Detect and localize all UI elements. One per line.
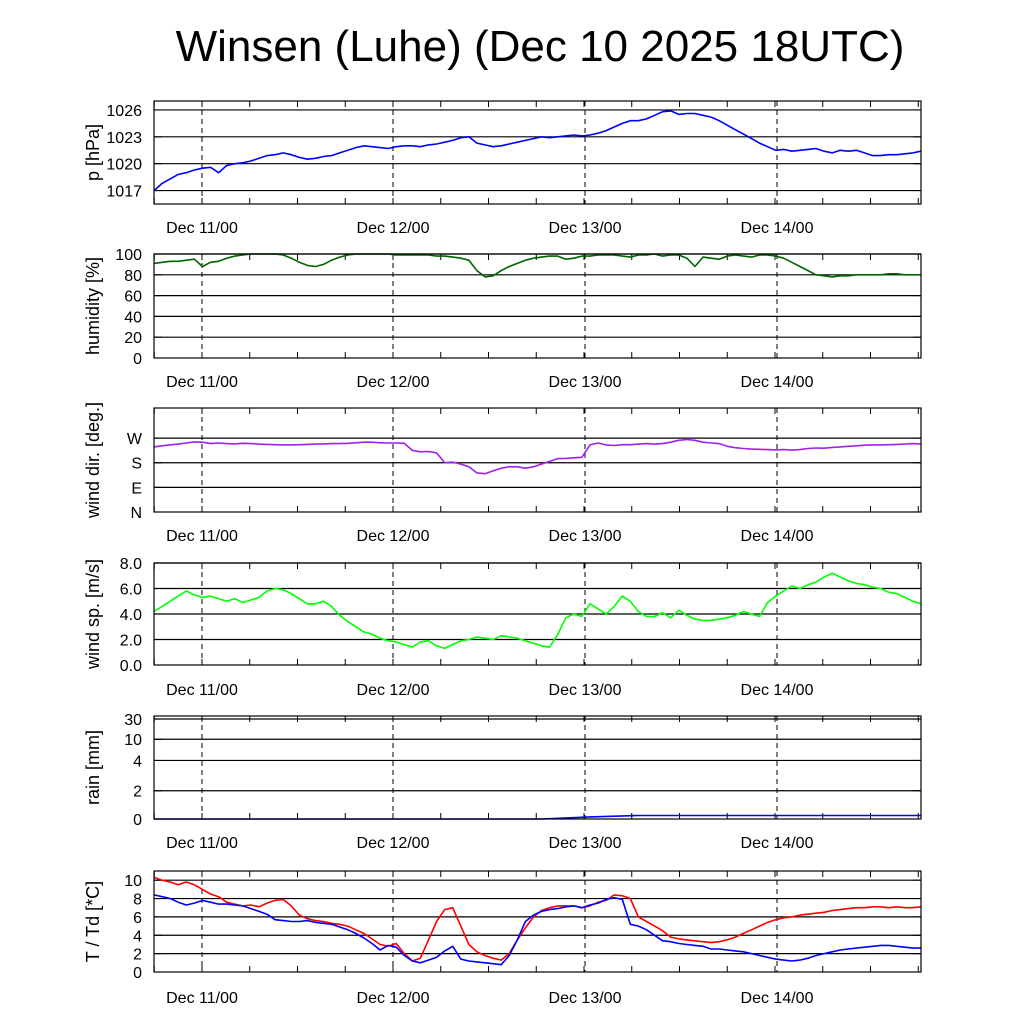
x-tick-label-temperature: Dec 12/00 bbox=[357, 990, 430, 1007]
chart-title: Winsen (Luhe) (Dec 10 2025 18UTC) bbox=[175, 22, 905, 71]
series-line-temperature-t bbox=[153, 876, 922, 962]
series-line-wind_speed-wind-speed bbox=[153, 572, 922, 650]
x-tick-label-pressure: Dec 13/00 bbox=[549, 220, 622, 237]
x-tick-label-wind_speed: Dec 11/00 bbox=[166, 682, 238, 699]
y-tick-label-wind_dir: W bbox=[127, 431, 143, 448]
x-tick-label-rain: Dec 11/00 bbox=[166, 835, 238, 852]
y-tick-label-humidity: 80 bbox=[124, 268, 142, 285]
x-tick-label-rain: Dec 14/00 bbox=[741, 835, 814, 852]
x-tick-label-rain: Dec 13/00 bbox=[549, 835, 622, 852]
series-line-temperature-td bbox=[153, 894, 921, 966]
y-tick-label-temperature: 4 bbox=[133, 928, 142, 945]
y-axis-label-wind_dir: wind dir. [deg.] bbox=[83, 402, 103, 519]
x-tick-label-pressure: Dec 11/00 bbox=[166, 220, 238, 237]
y-tick-label-temperature: 0 bbox=[133, 965, 142, 982]
y-tick-label-temperature: 6 bbox=[133, 910, 142, 927]
y-tick-label-wind_dir: S bbox=[131, 456, 142, 473]
y-tick-label-temperature: 8 bbox=[133, 892, 142, 909]
y-tick-label-wind_speed: 8.0 bbox=[120, 556, 142, 573]
x-tick-label-wind_speed: Dec 14/00 bbox=[741, 682, 814, 699]
y-tick-label-temperature: 10 bbox=[124, 873, 142, 890]
y-axis-label-humidity: humidity [%] bbox=[83, 257, 103, 355]
x-tick-label-rain: Dec 12/00 bbox=[357, 835, 430, 852]
x-tick-label-humidity: Dec 11/00 bbox=[166, 374, 238, 391]
y-tick-label-pressure: 1026 bbox=[106, 103, 142, 120]
y-axis-label-wind_speed: wind sp. [m/s] bbox=[83, 559, 103, 670]
x-tick-label-wind_dir: Dec 13/00 bbox=[549, 528, 622, 545]
y-tick-label-rain: 30 bbox=[124, 712, 142, 729]
y-tick-label-rain: 0 bbox=[133, 812, 142, 829]
x-tick-label-wind_dir: Dec 14/00 bbox=[741, 528, 814, 545]
y-tick-label-wind_speed: 2.0 bbox=[120, 633, 142, 650]
x-tick-label-wind_speed: Dec 13/00 bbox=[549, 682, 622, 699]
y-tick-label-wind_dir: N bbox=[130, 505, 142, 522]
y-tick-label-humidity: 60 bbox=[124, 289, 142, 306]
panel-frame-humidity bbox=[153, 253, 922, 359]
y-tick-label-wind_speed: 0.0 bbox=[120, 658, 142, 675]
panel-frame-temperature bbox=[153, 870, 922, 973]
series-line-wind_dir-wind-direction bbox=[153, 438, 922, 475]
x-tick-label-temperature: Dec 13/00 bbox=[549, 990, 622, 1007]
x-tick-label-wind_speed: Dec 12/00 bbox=[357, 682, 430, 699]
x-tick-label-pressure: Dec 12/00 bbox=[357, 220, 430, 237]
panel-frame-rain bbox=[153, 715, 922, 820]
y-tick-label-rain: 10 bbox=[124, 732, 142, 749]
y-tick-label-temperature: 2 bbox=[133, 947, 142, 964]
x-tick-label-wind_dir: Dec 11/00 bbox=[166, 528, 238, 545]
y-tick-label-pressure: 1020 bbox=[106, 157, 142, 174]
y-tick-label-wind_speed: 4.0 bbox=[120, 607, 142, 624]
y-tick-label-wind_speed: 6.0 bbox=[120, 582, 142, 599]
x-tick-label-humidity: Dec 14/00 bbox=[741, 374, 814, 391]
y-tick-label-pressure: 1017 bbox=[106, 184, 142, 201]
panel-frame-pressure bbox=[153, 100, 922, 205]
series-line-humidity-humidity bbox=[153, 253, 921, 278]
y-tick-label-humidity: 0 bbox=[133, 351, 142, 368]
x-tick-label-humidity: Dec 12/00 bbox=[357, 374, 430, 391]
x-tick-label-pressure: Dec 14/00 bbox=[741, 220, 814, 237]
x-tick-label-wind_dir: Dec 12/00 bbox=[357, 528, 430, 545]
y-tick-label-humidity: 20 bbox=[124, 330, 142, 347]
x-tick-label-humidity: Dec 13/00 bbox=[549, 374, 622, 391]
y-tick-label-rain: 4 bbox=[133, 753, 142, 770]
y-axis-label-pressure: p [hPa] bbox=[83, 124, 103, 181]
y-tick-label-humidity: 40 bbox=[124, 309, 142, 326]
y-tick-label-rain: 2 bbox=[133, 784, 142, 801]
series-line-pressure-pressure bbox=[153, 110, 922, 192]
panel-frame-wind_dir bbox=[153, 407, 922, 513]
y-tick-label-wind_dir: E bbox=[131, 480, 142, 497]
y-tick-label-pressure: 1023 bbox=[106, 130, 142, 147]
x-tick-label-temperature: Dec 14/00 bbox=[741, 990, 814, 1007]
y-axis-label-rain: rain [mm] bbox=[83, 730, 103, 805]
x-tick-label-temperature: Dec 11/00 bbox=[166, 990, 238, 1007]
panel-frame-wind_speed bbox=[153, 562, 922, 666]
y-axis-label-temperature: T / Td [*C] bbox=[83, 881, 103, 962]
y-tick-label-humidity: 100 bbox=[115, 247, 142, 264]
